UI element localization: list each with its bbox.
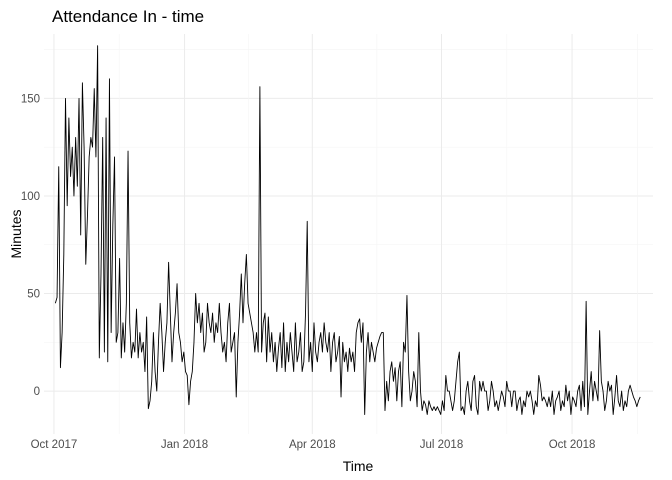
y-tick-label: 150 <box>21 93 40 105</box>
y-tick-label: 0 <box>34 386 40 398</box>
chart-title: Attendance In - time <box>52 7 204 26</box>
y-axis-ticks: 0 50 100 150 <box>21 93 40 398</box>
x-tick-label: Jan 2018 <box>161 439 208 451</box>
x-tick-label: Oct 2018 <box>549 439 596 451</box>
y-tick-label: 50 <box>27 289 40 301</box>
series-line-minutes <box>54 45 641 415</box>
y-tick-label: 100 <box>21 191 40 203</box>
x-tick-label: Apr 2018 <box>289 439 336 451</box>
x-tick-label: Oct 2017 <box>31 439 78 451</box>
x-tick-label: Jul 2018 <box>420 439 463 451</box>
x-axis-ticks: Oct 2017 Jan 2018 Apr 2018 Jul 2018 Oct 2018 <box>31 439 596 451</box>
y-axis-label: Minutes <box>8 209 24 258</box>
x-axis-label: Time <box>343 458 374 474</box>
grid-lines <box>44 34 653 434</box>
